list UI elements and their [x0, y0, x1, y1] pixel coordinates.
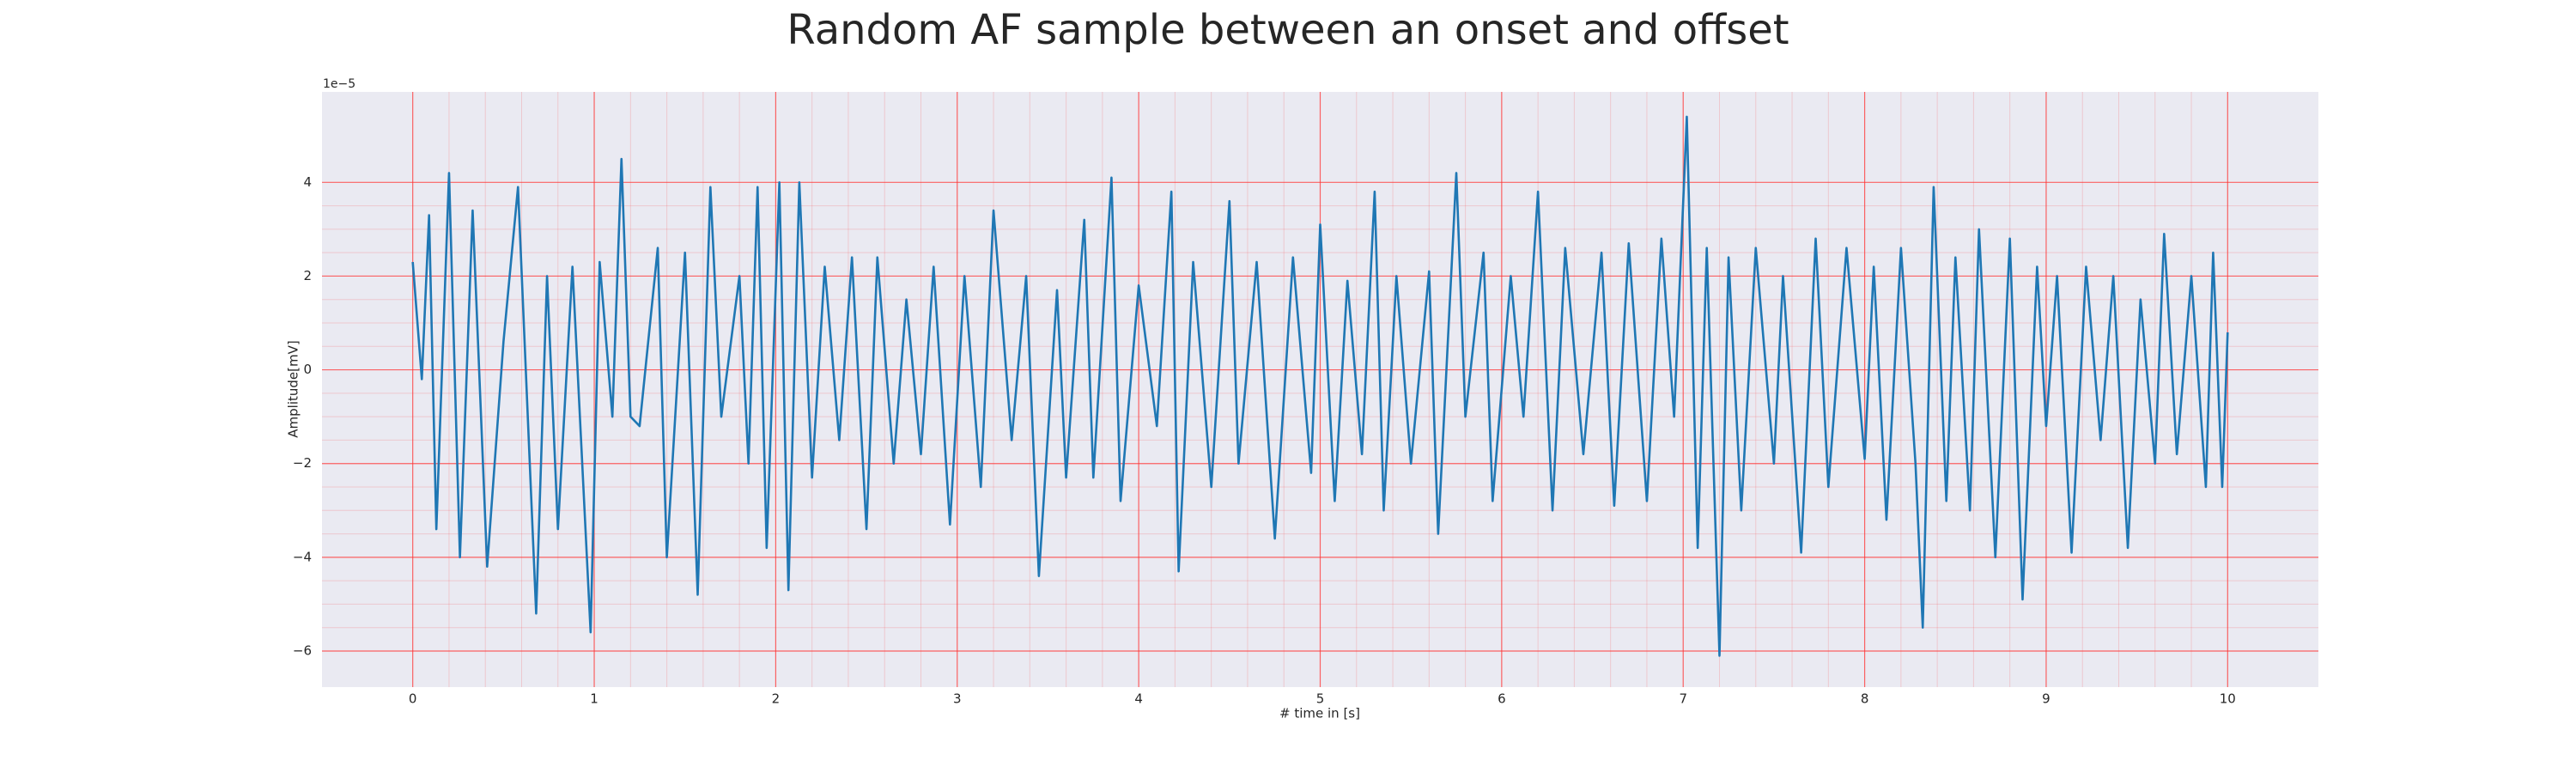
- x-tick-label: 2: [772, 691, 781, 707]
- x-tick-label: 1: [590, 691, 598, 707]
- x-tick-label: 3: [953, 691, 962, 707]
- x-tick-label: 6: [1498, 691, 1506, 707]
- y-tick-label: −4: [293, 549, 312, 564]
- data-line: [411, 115, 2229, 657]
- y-tick-label: 2: [303, 268, 312, 283]
- x-tick-label: 5: [1316, 691, 1325, 707]
- x-tick-label: 0: [409, 691, 417, 707]
- x-tick-label: 7: [1679, 691, 1687, 707]
- x-tick-label: 9: [2042, 691, 2050, 707]
- y-tick-label: −6: [293, 642, 312, 658]
- x-tick-label: 4: [1134, 691, 1143, 707]
- y-tick-label: 0: [303, 362, 312, 377]
- y-tick-label: 4: [303, 174, 312, 190]
- y-offset-label: 1e−5: [323, 77, 355, 91]
- x-tick-label: 10: [2220, 691, 2236, 707]
- y-tick-label: −2: [293, 455, 312, 471]
- y-axis-label: Amplitude[mV]: [286, 340, 301, 437]
- x-axis-label: # time in [s]: [1279, 706, 1360, 721]
- chart-title: Random AF sample between an onset and of…: [787, 6, 1789, 54]
- x-tick-label: 8: [1861, 691, 1869, 707]
